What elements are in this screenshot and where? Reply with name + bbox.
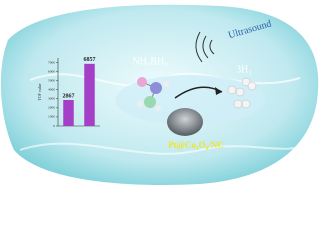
tof-chart: TOF value 0 1000 2000 3000 4000 5000 6000 7000 28…: [37, 57, 100, 128]
wave: [19, 139, 313, 155]
catalyst-label: Pt@Co₃O₄/NC: [168, 140, 224, 150]
product-label: 3H₂: [236, 64, 252, 75]
y-axis-label: TOF value: [37, 83, 42, 100]
ammonia-borane-molecule: [137, 77, 169, 111]
reactant-label: NH₃BH₃: [132, 56, 167, 67]
y-tick-label: 7000: [48, 60, 55, 64]
y-tick-label: 1000: [48, 115, 55, 119]
arrow-head: [215, 87, 222, 95]
bar: [84, 63, 95, 126]
graphic: Ultrasound NH₃BH₃ 3H₂ Pt@Co₃O₄/NC TOF va…: [0, 4, 319, 185]
y-tick-label: 3000: [48, 97, 55, 101]
value-label: 2867: [63, 93, 75, 99]
y-tick-label: 2000: [48, 106, 55, 110]
hydrogen-molecules: [227, 77, 257, 109]
y-tick-label: 4000: [48, 88, 55, 92]
value-label: 6857: [84, 57, 96, 63]
catalyst-particle: [167, 108, 203, 136]
y-tick-label: 0: [53, 124, 55, 128]
bar: [63, 100, 74, 126]
y-tick-label: 5000: [48, 78, 55, 82]
y-tick-label: 6000: [48, 69, 55, 73]
sound-waves: [195, 31, 215, 63]
